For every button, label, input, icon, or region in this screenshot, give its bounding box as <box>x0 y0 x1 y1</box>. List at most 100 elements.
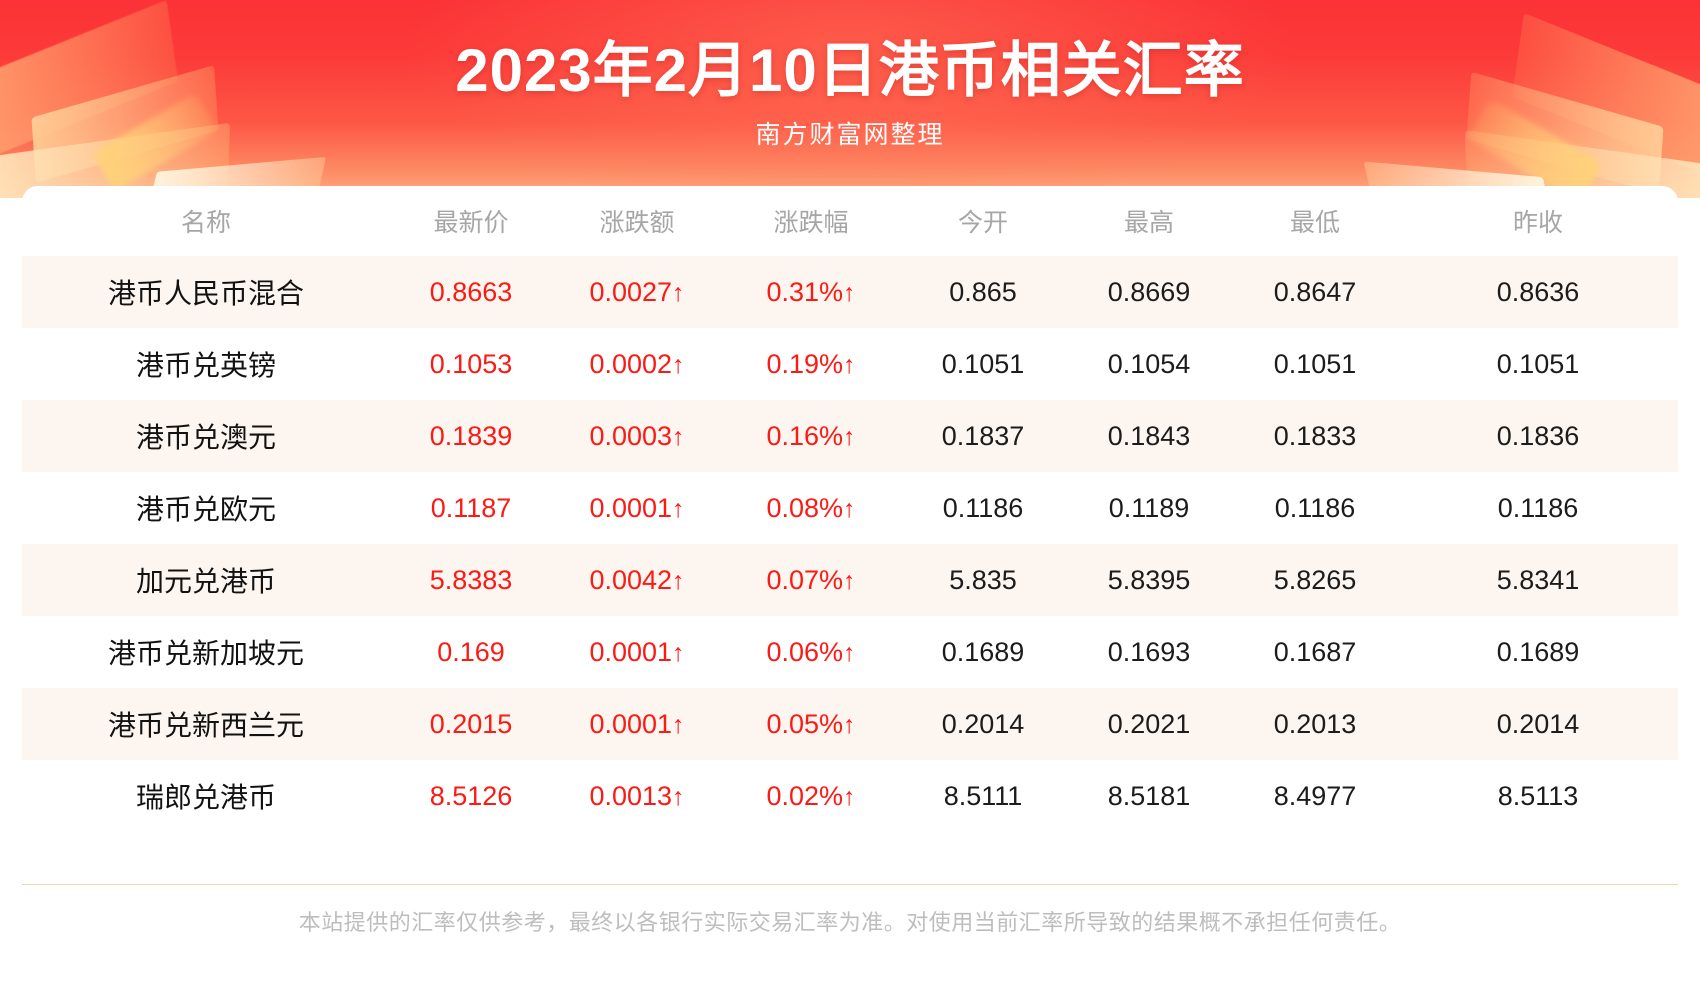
arrow-up-icon: ↑ <box>672 494 685 523</box>
cell-currency-name: 瑞郎兑港币 <box>22 760 390 832</box>
cell-change-amount: 0.0013↑ <box>552 760 722 832</box>
cell-low-price: 0.1687 <box>1232 616 1398 688</box>
arrow-up-icon: ↑ <box>843 638 856 667</box>
cell-open-price: 8.5111 <box>900 760 1066 832</box>
cell-change-amount: 0.0001↑ <box>552 688 722 760</box>
cell-prev-close: 5.8341 <box>1398 544 1678 616</box>
cell-open-price: 0.1837 <box>900 400 1066 472</box>
cell-latest-price: 0.2015 <box>390 688 552 760</box>
cell-open-price: 0.1186 <box>900 472 1066 544</box>
disclaimer-text: 本站提供的汇率仅供参考，最终以各银行实际交易汇率为准。对使用当前汇率所导致的结果… <box>298 910 1402 935</box>
header-banner: 2023年2月10日港币相关汇率 南方财富网整理 <box>0 0 1700 198</box>
cell-low-price: 0.1051 <box>1232 328 1398 400</box>
table-row[interactable]: 港币兑英镑 0.1053 0.0002↑ 0.19%↑ 0.1051 0.1054 0.10… <box>22 328 1678 400</box>
cell-latest-price: 5.8383 <box>390 544 552 616</box>
arrow-up-icon: ↑ <box>843 494 856 523</box>
column-header-change: 涨跌额 <box>552 186 722 256</box>
cell-latest-price: 0.8663 <box>390 256 552 328</box>
page-title: 2023年2月10日港币相关汇率 <box>455 37 1245 104</box>
cell-high-price: 5.8395 <box>1066 544 1232 616</box>
cell-prev-close: 0.1051 <box>1398 328 1678 400</box>
cell-latest-price: 0.169 <box>390 616 552 688</box>
cell-latest-price: 8.5126 <box>390 760 552 832</box>
cell-currency-name: 加元兑港币 <box>22 544 390 616</box>
table-row[interactable]: 瑞郎兑港币 8.5126 0.0013↑ 0.02%↑ 8.5111 8.5181 8.49… <box>22 760 1678 832</box>
cell-prev-close: 0.1186 <box>1398 472 1678 544</box>
cell-prev-close: 0.8636 <box>1398 256 1678 328</box>
cell-prev-close: 0.1836 <box>1398 400 1678 472</box>
cell-latest-price: 0.1839 <box>390 400 552 472</box>
arrow-up-icon: ↑ <box>843 566 856 595</box>
column-header-prev: 昨收 <box>1398 186 1678 256</box>
arrow-up-icon: ↑ <box>843 782 856 811</box>
column-header-pct: 涨跌幅 <box>722 186 900 256</box>
cell-high-price: 0.8669 <box>1066 256 1232 328</box>
cell-prev-close: 8.5113 <box>1398 760 1678 832</box>
table-header-row: 名称 最新价 涨跌额 涨跌幅 今开 最高 最低 昨收 <box>22 186 1678 256</box>
cell-open-price: 0.1051 <box>900 328 1066 400</box>
cell-open-price: 5.835 <box>900 544 1066 616</box>
cell-open-price: 0.1689 <box>900 616 1066 688</box>
cell-change-percent: 0.16%↑ <box>722 400 900 472</box>
cell-change-percent: 0.05%↑ <box>722 688 900 760</box>
arrow-up-icon: ↑ <box>672 566 685 595</box>
arrow-up-icon: ↑ <box>672 422 685 451</box>
cell-high-price: 0.1054 <box>1066 328 1232 400</box>
column-header-open: 今开 <box>900 186 1066 256</box>
cell-currency-name: 港币兑新加坡元 <box>22 616 390 688</box>
cell-change-amount: 0.0001↑ <box>552 616 722 688</box>
cell-high-price: 0.1693 <box>1066 616 1232 688</box>
arrow-up-icon: ↑ <box>843 422 856 451</box>
rate-table-card: 南方财富网 Southmoney.com 名称 最新价 涨跌额 涨跌幅 今开 最… <box>22 186 1678 976</box>
table-row[interactable]: 港币兑新西兰元 0.2015 0.0001↑ 0.05%↑ 0.2014 0.2021 0.… <box>22 688 1678 760</box>
cell-high-price: 8.5181 <box>1066 760 1232 832</box>
column-header-name: 名称 <box>22 186 390 256</box>
table-row[interactable]: 港币人民币混合 0.8663 0.0027↑ 0.31%↑ 0.865 0.8669 0.8… <box>22 256 1678 328</box>
cell-currency-name: 港币兑新西兰元 <box>22 688 390 760</box>
column-header-low: 最低 <box>1232 186 1398 256</box>
cell-low-price: 0.1186 <box>1232 472 1398 544</box>
cell-low-price: 0.1833 <box>1232 400 1398 472</box>
cell-change-amount: 0.0042↑ <box>552 544 722 616</box>
page-subtitle: 南方财富网整理 <box>755 121 945 149</box>
cell-high-price: 0.2021 <box>1066 688 1232 760</box>
table-row[interactable]: 港币兑澳元 0.1839 0.0003↑ 0.16%↑ 0.1837 0.1843 0.18… <box>22 400 1678 472</box>
cell-change-percent: 0.19%↑ <box>722 328 900 400</box>
cell-change-amount: 0.0027↑ <box>552 256 722 328</box>
cell-currency-name: 港币兑欧元 <box>22 472 390 544</box>
cell-open-price: 0.2014 <box>900 688 1066 760</box>
cell-low-price: 8.4977 <box>1232 760 1398 832</box>
table-row[interactable]: 港币兑新加坡元 0.169 0.0001↑ 0.06%↑ 0.1689 0.1693 0.1… <box>22 616 1678 688</box>
column-header-last: 最新价 <box>390 186 552 256</box>
cell-change-percent: 0.07%↑ <box>722 544 900 616</box>
exchange-rate-table: 名称 最新价 涨跌额 涨跌幅 今开 最高 最低 昨收 港币人民币混合 0.8663… <box>22 186 1678 832</box>
table-row[interactable]: 港币兑欧元 0.1187 0.0001↑ 0.08%↑ 0.1186 0.1189 0.11… <box>22 472 1678 544</box>
cell-high-price: 0.1189 <box>1066 472 1232 544</box>
cell-latest-price: 0.1187 <box>390 472 552 544</box>
cell-latest-price: 0.1053 <box>390 328 552 400</box>
cell-prev-close: 0.1689 <box>1398 616 1678 688</box>
cell-open-price: 0.865 <box>900 256 1066 328</box>
cell-change-amount: 0.0002↑ <box>552 328 722 400</box>
cell-currency-name: 港币兑英镑 <box>22 328 390 400</box>
arrow-up-icon: ↑ <box>672 710 685 739</box>
cell-currency-name: 港币人民币混合 <box>22 256 390 328</box>
cell-prev-close: 0.2014 <box>1398 688 1678 760</box>
column-header-high: 最高 <box>1066 186 1232 256</box>
table-body: 港币人民币混合 0.8663 0.0027↑ 0.31%↑ 0.865 0.8669 0.8… <box>22 256 1678 832</box>
cell-change-percent: 0.08%↑ <box>722 472 900 544</box>
cell-change-amount: 0.0003↑ <box>552 400 722 472</box>
footer-divider <box>22 884 1678 885</box>
cell-change-amount: 0.0001↑ <box>552 472 722 544</box>
arrow-up-icon: ↑ <box>672 278 685 307</box>
cell-change-percent: 0.06%↑ <box>722 616 900 688</box>
cell-low-price: 5.8265 <box>1232 544 1398 616</box>
arrow-up-icon: ↑ <box>672 638 685 667</box>
cell-change-percent: 0.02%↑ <box>722 760 900 832</box>
arrow-up-icon: ↑ <box>843 350 856 379</box>
arrow-up-icon: ↑ <box>672 350 685 379</box>
cell-low-price: 0.2013 <box>1232 688 1398 760</box>
arrow-up-icon: ↑ <box>672 782 685 811</box>
table-row[interactable]: 加元兑港币 5.8383 0.0042↑ 0.07%↑ 5.835 5.8395 5.826… <box>22 544 1678 616</box>
